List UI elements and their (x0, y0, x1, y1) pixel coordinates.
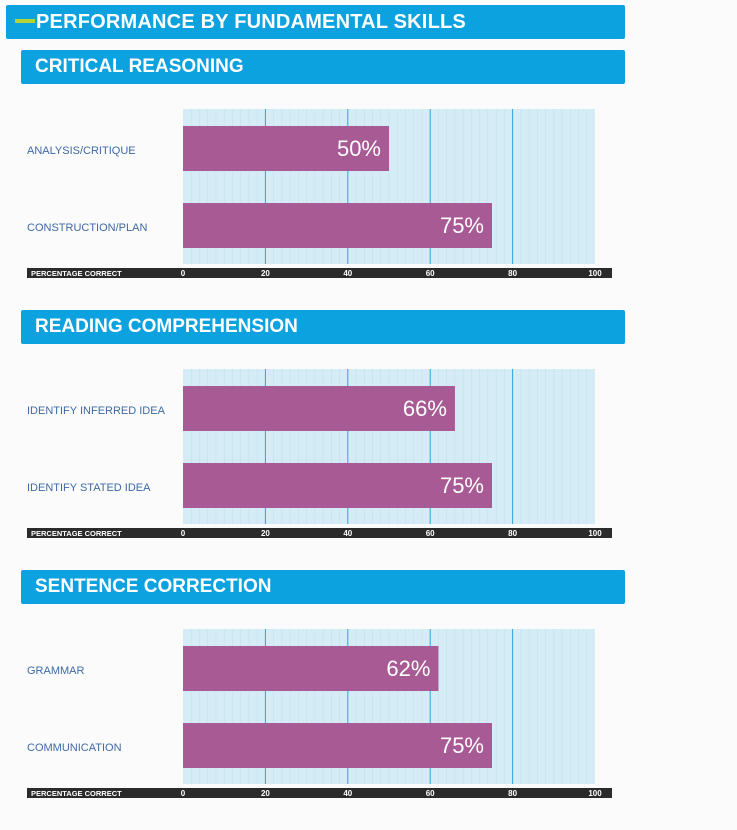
x-tick-label: 60 (426, 789, 435, 798)
x-tick-label: 60 (426, 529, 435, 538)
category-label: IDENTIFY INFERRED IDEA (27, 405, 166, 417)
page-header: PERFORMANCE BY FUNDAMENTAL SKILLS (6, 5, 625, 39)
category-label: COMMUNICATION (27, 742, 122, 754)
x-tick-label: 80 (508, 789, 517, 798)
x-tick-label: 100 (588, 529, 602, 538)
x-tick-label: 100 (588, 269, 602, 278)
section-title: CRITICAL REASONING (35, 56, 244, 77)
bar (183, 463, 492, 508)
x-tick-label: 0 (181, 529, 186, 538)
bar (183, 723, 492, 768)
category-label: GRAMMAR (27, 665, 85, 677)
x-tick-label: 40 (343, 269, 352, 278)
x-axis-bar (27, 788, 612, 798)
x-tick-label: 80 (508, 529, 517, 538)
bar-value-label: 75% (440, 473, 484, 498)
bar-value-label: 62% (386, 656, 430, 681)
chart-reading-comprehension: 66% IDENTIFY INFERRED IDEA 75% IDENTIFY STA… (27, 369, 612, 538)
bar-value-label: 50% (337, 136, 381, 161)
x-axis-bar (27, 268, 612, 278)
section-reading-comprehension: READING COMPREHENSION 66% IDENTIFY INFERR… (0, 310, 737, 570)
x-tick-label: 80 (508, 269, 517, 278)
chart-critical-reasoning: 50% ANALYSIS/CRITIQUE 75% CONSTRUCTION/PLAN… (27, 109, 612, 278)
category-label: ANALYSIS/CRITIQUE (27, 145, 136, 157)
x-tick-label: 100 (588, 789, 602, 798)
x-tick-label: 20 (261, 789, 270, 798)
x-tick-label: 20 (261, 269, 270, 278)
page-title: PERFORMANCE BY FUNDAMENTAL SKILLS (36, 11, 466, 33)
chart-sentence-correction: 62% GRAMMAR 75% COMMUNICATION PERCENTAGE COR… (27, 629, 612, 798)
bar-value-label: 66% (403, 396, 447, 421)
category-label: IDENTIFY STATED IDEA (27, 482, 151, 494)
x-axis-title: PERCENTAGE CORRECT (31, 789, 122, 798)
bar (183, 203, 492, 248)
section-critical-reasoning: CRITICAL REASONING 50% ANALYSIS/CRITIQUE 7… (0, 50, 737, 310)
bar (183, 646, 439, 691)
category-label: CONSTRUCTION/PLAN (27, 222, 147, 234)
section-header: SENTENCE CORRECTION (21, 570, 625, 604)
section-header: READING COMPREHENSION (21, 310, 625, 344)
bar-value-label: 75% (440, 733, 484, 758)
x-axis-bar (27, 528, 612, 538)
header-accent-mark (15, 19, 35, 23)
x-tick-label: 40 (343, 529, 352, 538)
bar-value-label: 75% (440, 213, 484, 238)
bar (183, 386, 455, 431)
section-sentence-correction: SENTENCE CORRECTION 62% GRAMMAR 75% COMMUNI… (0, 570, 737, 830)
x-tick-label: 60 (426, 269, 435, 278)
bar (183, 126, 389, 171)
x-tick-label: 0 (181, 789, 186, 798)
section-header: CRITICAL REASONING (21, 50, 625, 84)
x-tick-label: 20 (261, 529, 270, 538)
x-axis-title: PERCENTAGE CORRECT (31, 269, 122, 278)
x-tick-label: 0 (181, 269, 186, 278)
x-tick-label: 40 (343, 789, 352, 798)
section-title: READING COMPREHENSION (35, 316, 298, 337)
section-title: SENTENCE CORRECTION (35, 576, 272, 597)
x-axis-title: PERCENTAGE CORRECT (31, 529, 122, 538)
